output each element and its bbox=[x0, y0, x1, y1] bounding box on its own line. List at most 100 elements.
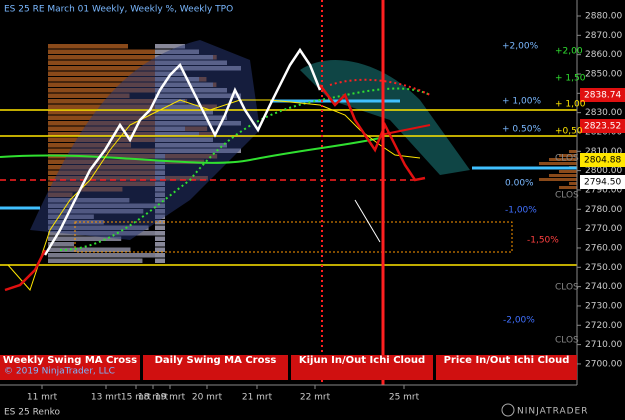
profile-bar bbox=[48, 258, 143, 263]
level-label: -1,50% bbox=[527, 236, 559, 246]
profile-bar bbox=[155, 247, 165, 252]
banner: Weekly Swing MA Cross bbox=[3, 355, 137, 366]
price-badge: 2794.50 bbox=[584, 178, 621, 188]
price-label: 2810.00 bbox=[585, 147, 622, 157]
profile-bar bbox=[48, 236, 122, 241]
price-badge-bg bbox=[580, 175, 625, 189]
price-label: 2880.00 bbox=[585, 12, 622, 22]
level-label: +0,50 bbox=[555, 127, 583, 137]
level-label: + 1,00% bbox=[502, 97, 541, 107]
time-label: 20 mrt bbox=[192, 393, 223, 403]
level-label: + 1,00 bbox=[555, 100, 586, 110]
profile-bar bbox=[155, 231, 165, 236]
price-label: 2700.00 bbox=[585, 359, 622, 369]
time-label: 18 mrt bbox=[138, 393, 169, 403]
renko-line bbox=[319, 84, 426, 182]
level-label: CLOS bbox=[555, 191, 579, 201]
banner: Kijun In/Out Ichi Cloud bbox=[299, 355, 425, 366]
price-badge: 2804.88 bbox=[584, 156, 621, 166]
price-label: 2830.00 bbox=[585, 108, 622, 118]
price-badge-bg bbox=[580, 153, 625, 167]
price-badges: 2838.74 2823.52 2804.88 2794.50 bbox=[580, 88, 625, 189]
profile-bar bbox=[48, 55, 217, 60]
level-label: CLOS bbox=[555, 283, 579, 293]
profile-bar bbox=[549, 158, 577, 161]
logo-icon bbox=[501, 403, 515, 417]
profile-bar bbox=[155, 225, 165, 230]
price-label: 2770.00 bbox=[585, 224, 622, 234]
profile-bar bbox=[155, 258, 165, 263]
ma-line bbox=[59, 87, 431, 251]
price-label: 2860.00 bbox=[585, 50, 622, 60]
profile-bar bbox=[155, 253, 165, 258]
arrow bbox=[354, 199, 381, 243]
renko-line bbox=[4, 249, 47, 292]
profile-bar bbox=[48, 71, 160, 76]
level-label: + 1,50 bbox=[555, 74, 586, 84]
profile-bar bbox=[48, 49, 186, 54]
price-badge: 2838.74 bbox=[584, 91, 621, 101]
banners: Weekly Swing MA Cross Daily Swing MA Cros… bbox=[0, 355, 577, 380]
profile-bar bbox=[539, 162, 577, 165]
renko-line bbox=[43, 47, 322, 256]
price-label: 2720.00 bbox=[585, 321, 622, 331]
profile-bar bbox=[48, 44, 128, 49]
price-label: 2730.00 bbox=[585, 301, 622, 311]
banner: Daily Swing MA Cross bbox=[155, 355, 277, 366]
ichi-cloud bbox=[300, 60, 470, 175]
time-label: 22 mrt bbox=[300, 393, 331, 403]
logo: NINJATRADER bbox=[517, 407, 589, 417]
profile-bar bbox=[559, 170, 577, 173]
price-badge-bg bbox=[580, 88, 625, 102]
zone-box bbox=[74, 221, 513, 253]
price-label: 2740.00 bbox=[585, 282, 622, 292]
profile-bar bbox=[48, 253, 158, 258]
chart-title: ES 25 RE March 01 Weekly, Weekly %, Week… bbox=[4, 5, 233, 15]
price-label: 2870.00 bbox=[585, 31, 622, 41]
price-badge: 2823.52 bbox=[584, 122, 621, 132]
profile-bar bbox=[48, 66, 159, 71]
ichi-cloud bbox=[30, 40, 260, 240]
profile-bar bbox=[559, 186, 577, 189]
price-label: 2760.00 bbox=[585, 243, 622, 253]
profile-bar bbox=[539, 178, 577, 181]
price-badge-bg bbox=[580, 119, 625, 133]
profile-bar bbox=[569, 150, 577, 153]
ma-line bbox=[0, 137, 381, 164]
price-label: 2850.00 bbox=[585, 69, 622, 79]
profile-bar bbox=[48, 93, 130, 98]
ma-line bbox=[329, 78, 431, 96]
profile-bar bbox=[559, 154, 577, 157]
level-label: -2,00% bbox=[503, 316, 535, 326]
trend-line bbox=[379, 124, 431, 136]
profile-bar bbox=[48, 60, 206, 65]
banner-bg bbox=[143, 355, 288, 380]
level-label: -1,00% bbox=[505, 206, 537, 216]
time-label: 15 mrt bbox=[121, 393, 152, 403]
level-label: CLOS bbox=[555, 154, 579, 164]
profile-bar bbox=[155, 44, 185, 49]
level-label: 0.00% bbox=[505, 179, 534, 189]
time-label: 25 mrt bbox=[389, 393, 420, 403]
banner-bg bbox=[436, 355, 577, 380]
instrument: ES 25 Renko bbox=[4, 408, 61, 418]
profile-bar bbox=[155, 236, 165, 241]
copyright: © 2019 NinjaTrader, LLC bbox=[4, 367, 115, 377]
level-labels: +2,00% + 1,00% + 0.50% 0.00% -1,00% -1,50% -2,… bbox=[502, 42, 586, 379]
level-label: CLOS bbox=[555, 336, 579, 346]
price-label: 2750.00 bbox=[585, 263, 622, 273]
profile-bar bbox=[48, 242, 75, 247]
time-label: 19 mrt bbox=[155, 393, 186, 403]
level-label: +2,00% bbox=[502, 42, 539, 52]
banner-bg bbox=[0, 355, 140, 380]
level-label: + 0.50% bbox=[502, 125, 541, 135]
time-label: 21 mrt bbox=[242, 393, 273, 403]
banner: Price In/Out Ichi Cloud bbox=[444, 355, 570, 366]
profile-bar bbox=[549, 174, 577, 177]
price-label: 2790.00 bbox=[585, 185, 622, 195]
time-label: 11 mrt bbox=[27, 393, 58, 403]
profile-bar bbox=[48, 247, 131, 252]
level-label: +2,00 bbox=[555, 47, 583, 57]
